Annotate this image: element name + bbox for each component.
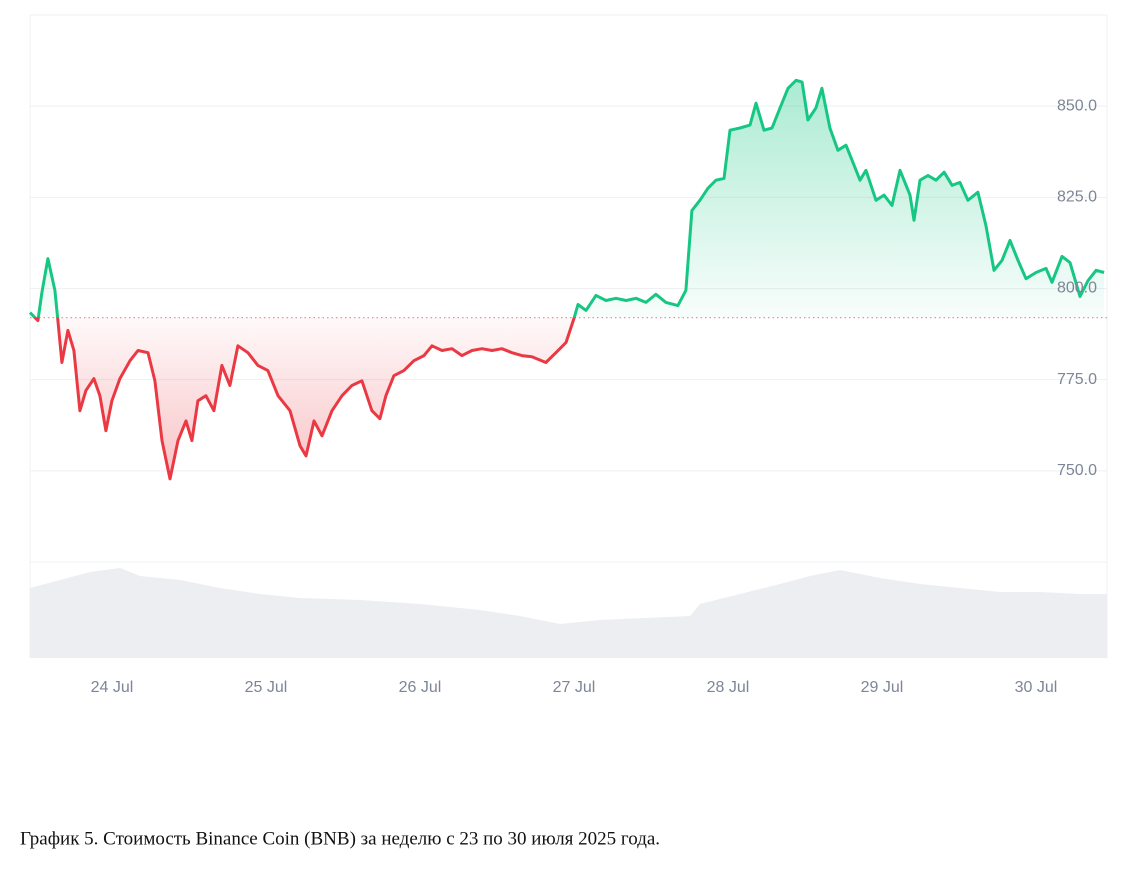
x-tick-label: 28 Jul — [707, 679, 750, 696]
caption: График 5. Стоимость Binance Coin (BNB) з… — [20, 828, 660, 849]
y-tick-label: 775.0 — [1057, 371, 1097, 388]
y-tick-label: 850.0 — [1057, 97, 1097, 114]
x-tick-label: 29 Jul — [861, 679, 904, 696]
y-tick-label: 800.0 — [1057, 280, 1097, 297]
x-tick-label: 30 Jul — [1015, 679, 1058, 696]
y-tick-label: 750.0 — [1057, 462, 1097, 479]
price-line — [28, 78, 1105, 481]
x-tick-label: 25 Jul — [245, 679, 288, 696]
x-tick-label: 24 Jul — [91, 679, 134, 696]
y-tick-label: 825.0 — [1057, 189, 1097, 206]
x-tick-label: 26 Jul — [399, 679, 442, 696]
x-tick-label: 27 Jul — [553, 679, 596, 696]
price-area — [30, 80, 1105, 479]
volume-area — [30, 568, 1107, 658]
